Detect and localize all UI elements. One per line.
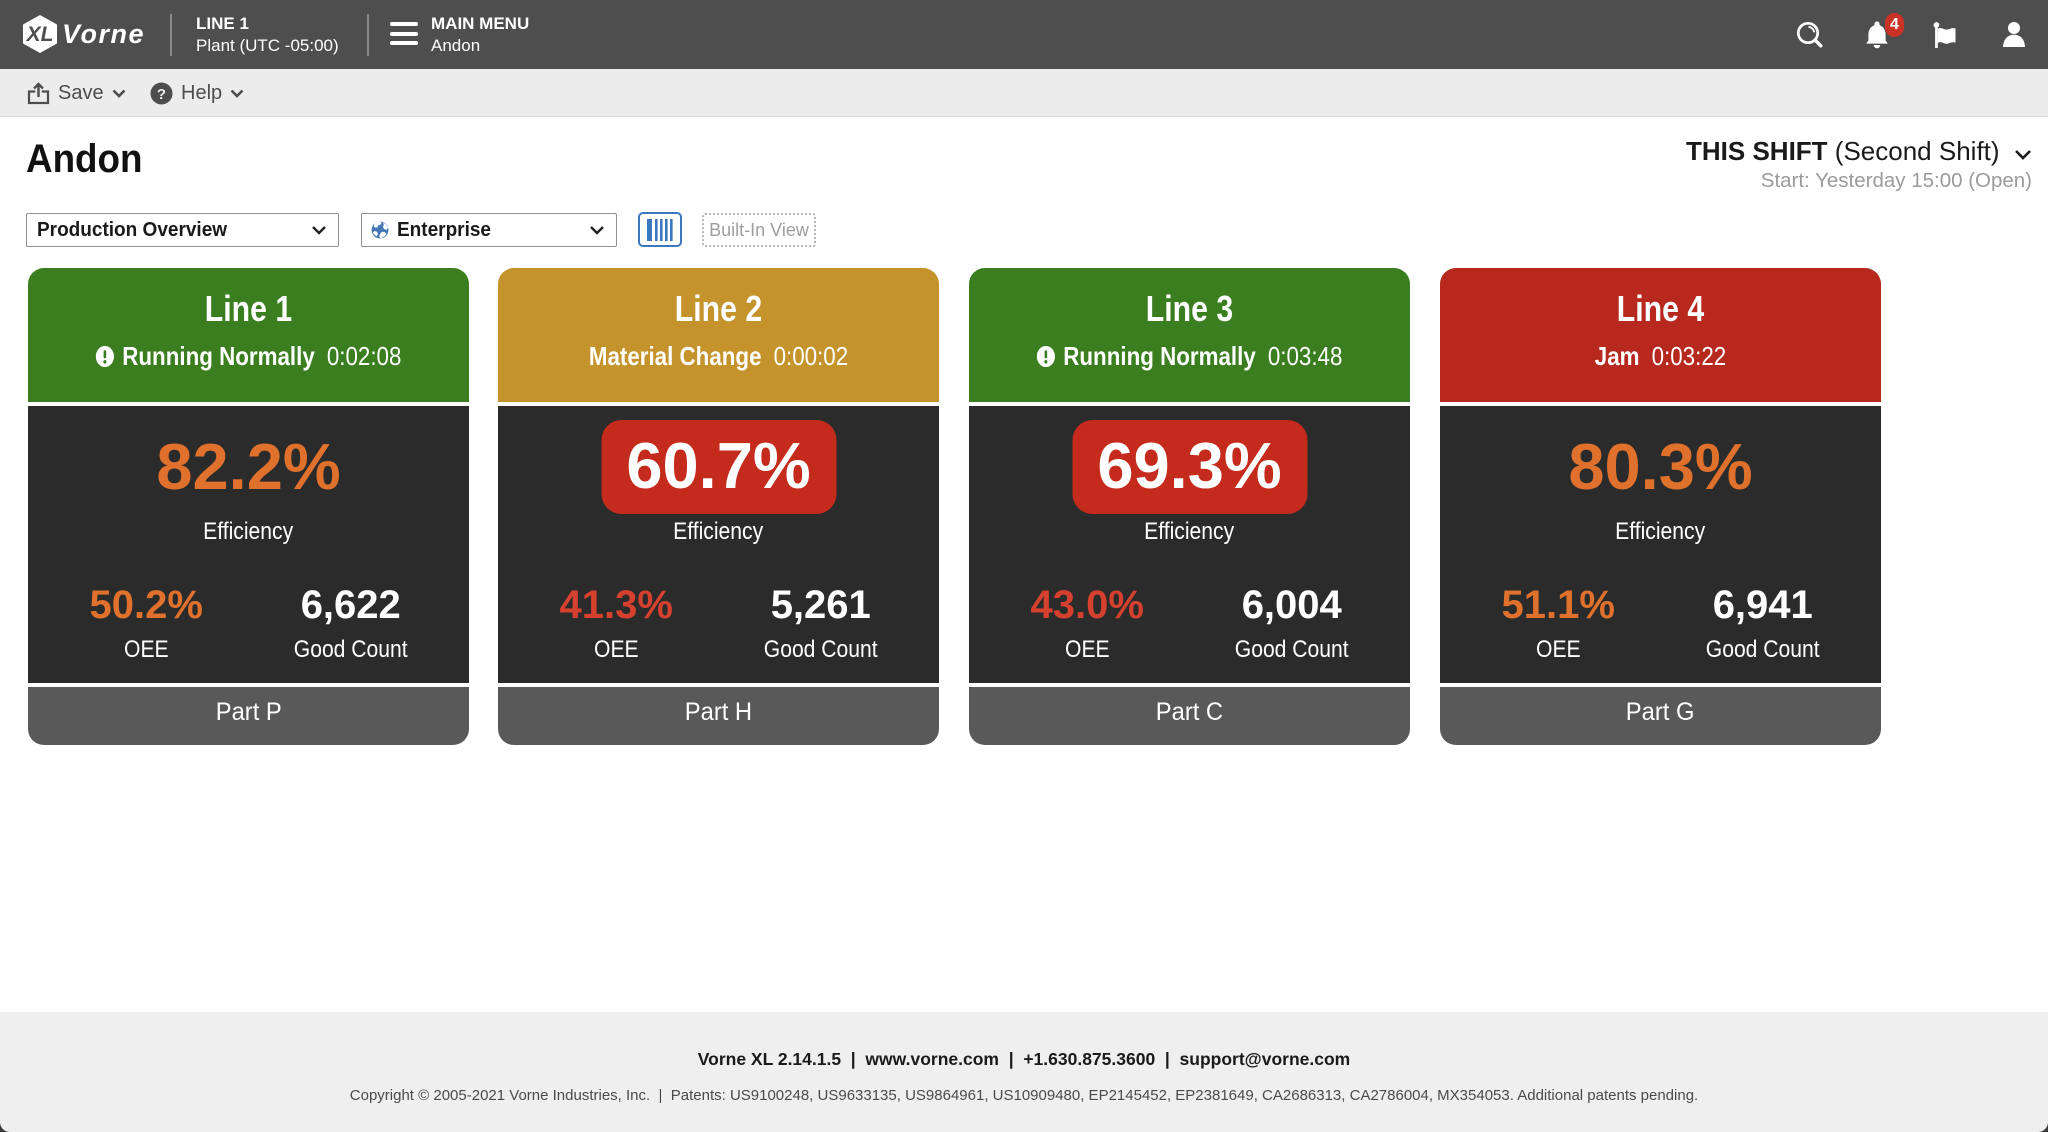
svg-text:?: ?	[157, 85, 166, 102]
svg-text:XL: XL	[26, 23, 54, 46]
